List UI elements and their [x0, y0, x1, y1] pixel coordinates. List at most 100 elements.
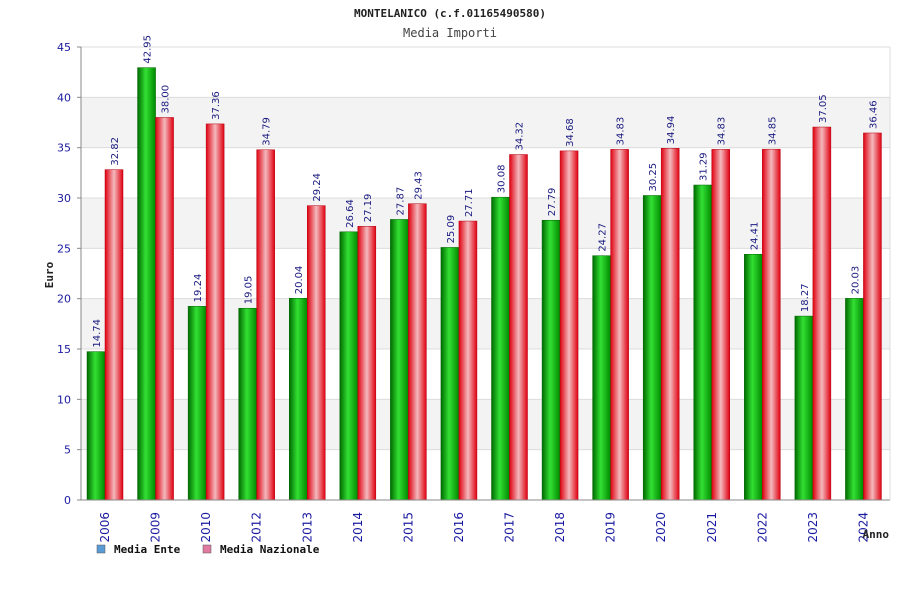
data-label: 36.46	[868, 100, 879, 129]
x-tick-label: 2023	[806, 512, 820, 543]
legend-label: Media Nazionale	[220, 543, 320, 556]
x-tick-label: 2019	[604, 512, 618, 543]
x-tick-label: 2015	[401, 512, 415, 543]
y-tick-label: 35	[57, 142, 71, 155]
y-tick-label: 30	[57, 192, 71, 205]
bars	[86, 67, 882, 501]
data-label: 37.05	[818, 94, 829, 123]
axes	[77, 46, 891, 501]
x-tick-labels: 2006 2009 2010 2012 2013 2014 2015 2016 2017 2018…	[98, 512, 870, 543]
data-label: 24.41	[749, 222, 760, 251]
data-label: 18.27	[800, 283, 811, 312]
y-tick-label: 25	[57, 242, 71, 255]
bar	[238, 307, 257, 501]
chart-title: MONTELANICO (c.f.01165490580)	[354, 7, 546, 20]
bar	[205, 123, 225, 501]
x-tick-label: 2009	[149, 512, 163, 543]
data-label: 19.24	[193, 274, 204, 303]
bar	[660, 148, 680, 501]
x-tick-label: 2010	[199, 512, 213, 543]
bar	[610, 149, 629, 501]
bar	[794, 315, 814, 501]
value-labels: 14.74 32.82 42.95 38.00 19.24 37.36 19.05 34.79…	[92, 35, 879, 348]
y-tick-label: 40	[57, 91, 71, 104]
x-axis-label: Anno	[863, 528, 890, 541]
legend: Media Ente Media Nazionale	[96, 543, 320, 556]
legend-label: Media Ente	[114, 543, 181, 556]
y-tick-label: 15	[57, 343, 71, 356]
bar	[845, 298, 864, 501]
bar	[541, 219, 561, 501]
x-tick-label: 2016	[452, 512, 466, 543]
bar	[744, 254, 763, 501]
data-label: 34.83	[616, 117, 627, 146]
data-label: 34.85	[767, 117, 778, 146]
bar	[357, 226, 377, 501]
y-tick-label: 45	[57, 41, 71, 54]
bar	[339, 231, 359, 501]
y-tick-label: 10	[57, 393, 71, 406]
bar	[137, 67, 156, 501]
data-label: 37.36	[211, 91, 222, 120]
data-label: 27.71	[464, 188, 475, 217]
x-tick-label: 2014	[351, 512, 365, 543]
bar	[711, 149, 730, 501]
x-tick-label: 2012	[250, 512, 264, 543]
x-tick-label: 2006	[98, 512, 112, 543]
bar	[762, 148, 781, 501]
data-label: 34.83	[717, 117, 728, 146]
x-tick-label: 2021	[705, 512, 719, 543]
bar	[592, 255, 611, 501]
x-tick-label: 2013	[300, 512, 314, 543]
data-label: 34.68	[565, 118, 576, 147]
data-label: 34.94	[666, 116, 677, 145]
data-label: 30.25	[648, 163, 659, 192]
bar	[187, 306, 207, 501]
y-tick-label: 0	[64, 494, 71, 507]
data-label: 24.27	[598, 223, 609, 252]
bar	[155, 117, 174, 501]
data-label: 32.82	[110, 137, 121, 166]
data-label: 20.04	[294, 266, 305, 295]
x-tick-label: 2020	[654, 512, 668, 543]
x-tick-label: 2018	[553, 512, 567, 543]
x-tick-label: 2022	[755, 512, 769, 543]
data-label: 19.05	[244, 276, 255, 305]
bar	[812, 126, 832, 501]
legend-swatch	[202, 544, 212, 554]
bar	[559, 150, 579, 501]
bar	[642, 195, 662, 501]
x-tick-label: 2017	[503, 512, 517, 543]
data-label: 30.08	[497, 165, 508, 194]
bar	[307, 205, 326, 501]
data-label: 14.74	[92, 319, 103, 348]
data-label: 42.95	[143, 35, 154, 64]
data-label: 38.00	[161, 85, 172, 114]
bar	[693, 184, 712, 501]
bar	[86, 351, 106, 501]
bar	[408, 203, 427, 501]
data-label: 31.29	[699, 152, 710, 181]
x-tick-label: 2024	[856, 512, 870, 543]
data-label: 26.64	[345, 199, 356, 228]
data-label: 27.87	[395, 187, 406, 216]
bar	[440, 247, 460, 501]
background-band	[81, 47, 890, 98]
data-label: 29.43	[413, 171, 424, 200]
y-axis-label: Euro	[43, 261, 56, 288]
y-tick-labels: 0 5 10 15 20 25 30 35 40 45	[57, 41, 71, 507]
data-label: 20.03	[850, 266, 861, 295]
data-label: 25.09	[446, 215, 457, 244]
bar	[863, 132, 882, 501]
chart-subtitle: Media Importi	[403, 26, 497, 40]
y-tick-label: 20	[57, 293, 71, 306]
data-label: 27.79	[547, 188, 558, 217]
bar	[509, 154, 528, 501]
bar	[289, 298, 308, 501]
bar	[491, 196, 510, 501]
bar	[256, 149, 275, 501]
bar	[458, 220, 478, 501]
data-label: 34.32	[515, 122, 526, 151]
bar	[390, 219, 409, 501]
